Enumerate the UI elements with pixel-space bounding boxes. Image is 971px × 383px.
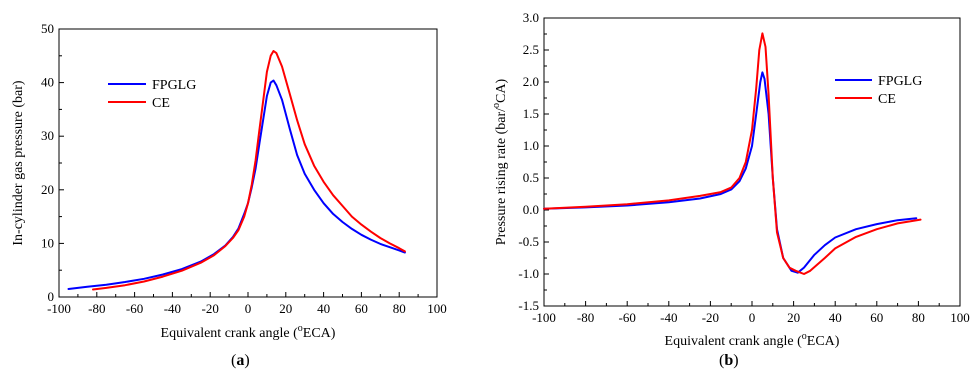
y-tick-label: -1.0 [518, 266, 539, 281]
caption-b-letter: b [724, 352, 734, 369]
x-tick-label: -80 [88, 301, 105, 316]
y-tick-label: 30 [41, 128, 54, 143]
series-line-ce [543, 32, 922, 275]
y-tick-label: -1.5 [518, 298, 539, 313]
x-tick-label: 20 [787, 310, 800, 325]
x-tick-label: -100 [47, 301, 71, 316]
x-axis-title: Equivalent crank angle (oECA) [665, 331, 840, 349]
y-tick-label: 20 [41, 182, 54, 197]
legend-label-ce: CE [152, 96, 170, 111]
y-tick-label: 2.0 [523, 74, 539, 89]
x-tick-label: 80 [393, 301, 406, 316]
y-tick-label: 0.0 [523, 202, 539, 217]
x-tick-label: -20 [202, 301, 219, 316]
x-tick-label: -80 [577, 310, 594, 325]
chart-panel-a: -100 -80 -60 -40 -20 0 20 40 60 80 100 0 10 20 30 40 50 F… [11, 21, 447, 341]
y-axis-title: In-cylinder gas pressure (bar) [11, 80, 26, 246]
x-tick-label: 0 [749, 310, 756, 325]
y-tick-label: 10 [41, 235, 54, 250]
y-tick-label: 1.5 [523, 106, 539, 121]
x-tick-label: 80 [912, 310, 925, 325]
y-tick-label: 0 [48, 289, 55, 304]
x-tick-label: 60 [870, 310, 883, 325]
plot-frame-b [543, 17, 961, 307]
x-tick-label: -60 [619, 310, 636, 325]
y-tick-label: 1.0 [523, 138, 539, 153]
x-tick-label: -100 [532, 310, 556, 325]
x-tick-label: -40 [164, 301, 181, 316]
y-tick-label: -0.5 [518, 234, 539, 249]
caption-a: (a) [231, 352, 250, 369]
x-tick-label: -60 [126, 301, 143, 316]
y-axis-title: Pressure rising rate (bar/oCA) [491, 78, 509, 245]
legend-label-fpglg: FPGLG [878, 74, 922, 89]
series-line-ce [92, 50, 406, 291]
x-tick-label: 40 [317, 301, 330, 316]
series-line-fpglg [543, 71, 918, 274]
x-tick-label: 20 [279, 301, 292, 316]
caption-b: (b) [719, 352, 739, 369]
legend-label-ce: CE [878, 92, 896, 107]
series-line-fpglg [67, 79, 406, 290]
x-tick-label: 40 [829, 310, 842, 325]
y-tick-label: 50 [41, 21, 54, 36]
x-tick-label: -20 [702, 310, 719, 325]
x-tick-label: 100 [427, 301, 447, 316]
x-tick-label: -40 [660, 310, 677, 325]
x-axis-title: Equivalent crank angle (oECA) [161, 323, 336, 341]
legend-label-fpglg: FPGLG [152, 78, 196, 93]
plot-frame-a [58, 28, 438, 298]
x-tick-label: 0 [245, 301, 252, 316]
x-tick-label: 60 [355, 301, 368, 316]
y-tick-label: 40 [41, 75, 54, 90]
y-tick-label: 0.5 [523, 170, 539, 185]
y-tick-label: 2.5 [523, 42, 539, 57]
caption-a-letter: a [236, 352, 245, 369]
x-tick-label: 100 [950, 310, 970, 325]
y-tick-label: 3.0 [523, 10, 539, 25]
chart-panel-b: -100 -80 -60 -40 -20 0 20 40 60 80 100 -1.5 -1.0 -0.5… [491, 10, 970, 349]
